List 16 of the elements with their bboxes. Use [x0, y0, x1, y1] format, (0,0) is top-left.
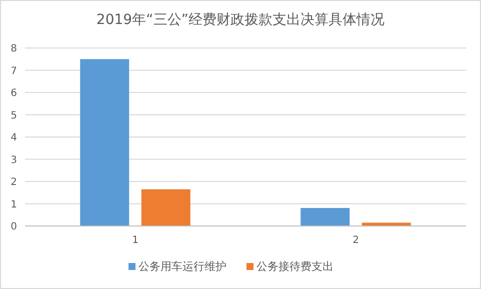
y-tick-label: 3 [10, 154, 17, 166]
y-tick-label: 7 [10, 66, 17, 77]
y-tick-label: 6 [10, 88, 17, 99]
y-tick-label: 4 [10, 132, 17, 144]
legend-label: 公务接待费支出 [256, 260, 334, 273]
y-tick-label: 8 [10, 44, 17, 54]
y-tick-label: 0 [10, 222, 17, 232]
y-tick-label: 2 [10, 177, 17, 188]
bar [80, 59, 130, 226]
bar [300, 208, 350, 226]
legend-label: 公务用车运行维护 [138, 260, 226, 273]
y-tick-label: 1 [10, 199, 17, 210]
bar [362, 222, 411, 226]
chart-title: 2019年“三公”经费财政拨款支出决算具体情况 [96, 12, 385, 28]
bar [141, 189, 190, 226]
y-tick-label: 5 [10, 110, 17, 122]
